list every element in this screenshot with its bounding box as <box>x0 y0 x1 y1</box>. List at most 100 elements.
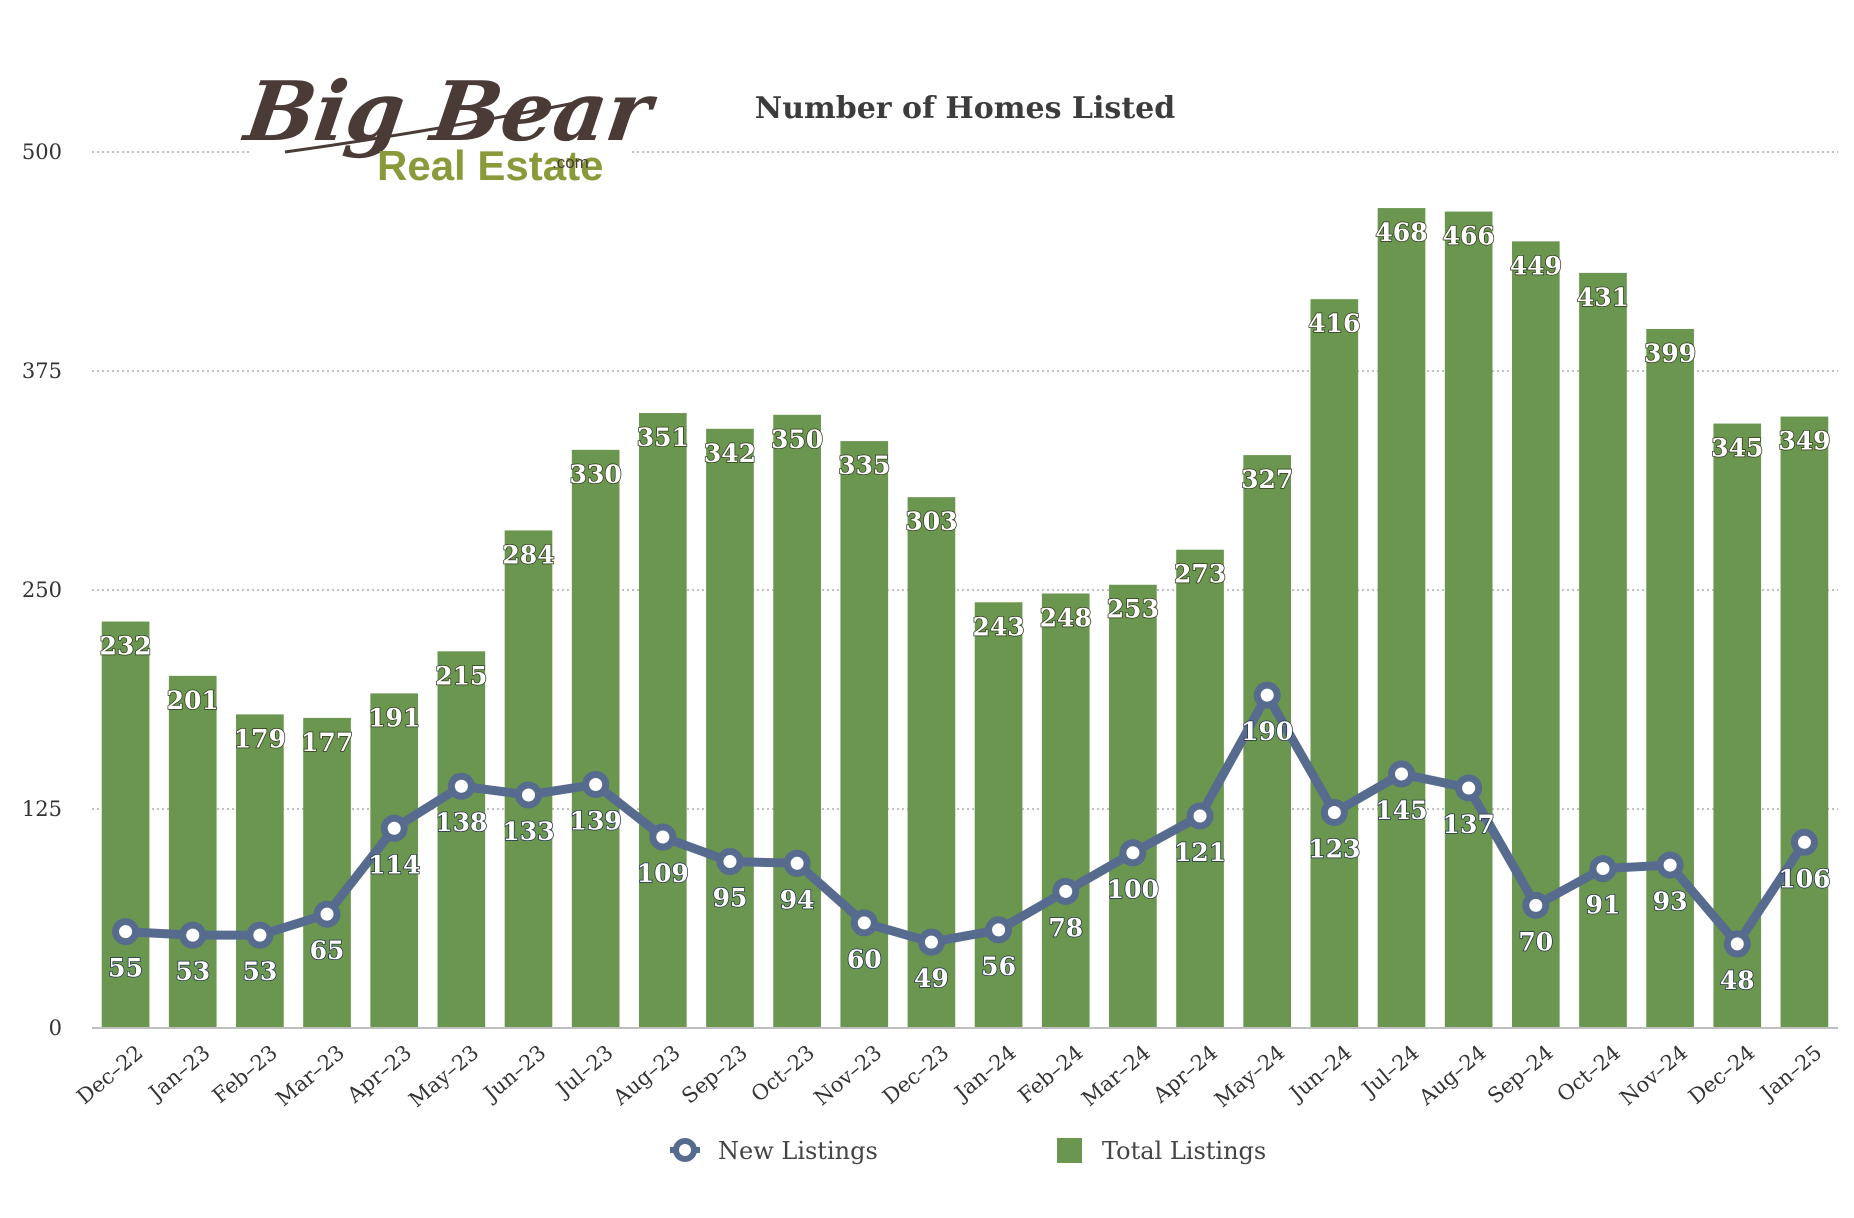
x-axis: Dec–22Jan–23Feb–23Mar–23Apr–23May–23Jun–… <box>72 1027 1838 1112</box>
bar-data-label: 303 <box>905 507 957 536</box>
bar-data-label: 335 <box>838 451 890 480</box>
line-point <box>515 781 542 809</box>
legend-item-new-listings: New Listings <box>670 1137 878 1165</box>
y-tick-label: 0 <box>49 1016 62 1040</box>
bar-data-label: 327 <box>1241 465 1293 494</box>
bar-data-label: 351 <box>637 423 689 452</box>
bar-data-label: 350 <box>771 425 823 454</box>
bar-data-label: 349 <box>1778 427 1830 456</box>
x-tick-label: May–24 <box>1210 1040 1289 1112</box>
x-tick-label: Jul–23 <box>550 1040 617 1102</box>
x-tick-label: Mar–24 <box>1077 1040 1155 1111</box>
bar-data-label: 284 <box>502 540 554 569</box>
x-tick-label: Jun–23 <box>478 1040 551 1106</box>
line-data-label: 49 <box>914 964 949 993</box>
line-data-label: 91 <box>1586 891 1621 920</box>
line-point <box>649 823 677 851</box>
line-data-label: 109 <box>637 859 689 888</box>
line-data-label: 114 <box>368 850 420 879</box>
line-data-label: 78 <box>1048 913 1083 942</box>
logo-backdrop <box>250 70 630 190</box>
x-tick-label: Jan–25 <box>1755 1040 1827 1106</box>
bar <box>1243 455 1292 1028</box>
line-data-label: 123 <box>1308 835 1360 864</box>
bar-data-label: 468 <box>1375 218 1427 247</box>
line-point <box>313 900 341 928</box>
x-tick-label: Apr–23 <box>342 1040 416 1108</box>
line-data-label: 137 <box>1443 810 1495 839</box>
legend-label-total-listings: Total Listings <box>1102 1137 1266 1165</box>
logo: Big Bear Real Estate .com <box>238 64 663 190</box>
bar-data-label: 449 <box>1510 251 1562 280</box>
line-point <box>1186 802 1214 830</box>
x-tick-label: Sep–23 <box>677 1040 752 1108</box>
logo-line2: Real Estate <box>377 142 603 189</box>
x-tick-label: Aug–23 <box>608 1040 685 1110</box>
x-tick-label: Dec–22 <box>72 1040 147 1109</box>
line-data-label: 138 <box>435 808 487 837</box>
x-tick-label: Nov–23 <box>809 1040 886 1110</box>
bar-data-label: 177 <box>301 728 353 757</box>
x-tick-label: Oct–23 <box>747 1040 820 1106</box>
bar-labels: 232 201 179 177 191 215 284 330 351 342 350 335 303 2… <box>99 217 1832 757</box>
bar-data-label: 243 <box>972 612 1024 641</box>
x-tick-label: Jul–24 <box>1356 1040 1423 1102</box>
bar <box>571 449 620 1029</box>
legend-bar-swatch <box>1057 1138 1082 1163</box>
x-tick-label: Jan–23 <box>143 1040 215 1106</box>
line-point <box>380 814 408 842</box>
bar <box>1310 299 1359 1029</box>
x-tick-label: Mar–23 <box>271 1040 349 1111</box>
y-tick-label: 375 <box>22 359 62 383</box>
line-data-label: 106 <box>1778 864 1830 893</box>
bar-data-label: 431 <box>1577 283 1629 312</box>
line-data-label: 133 <box>502 817 554 846</box>
line-point <box>850 909 878 937</box>
line-point <box>447 772 475 800</box>
line-point <box>1589 855 1617 883</box>
bar <box>1579 272 1627 1028</box>
x-tick-label: Feb–24 <box>1014 1040 1088 1108</box>
bar-data-label: 345 <box>1711 434 1763 463</box>
bar <box>974 602 1023 1028</box>
y-tick-label: 125 <box>22 797 62 821</box>
line-data-label: 145 <box>1375 796 1427 825</box>
bar <box>303 717 351 1028</box>
line-data-label: 53 <box>242 957 277 986</box>
x-tick-label: Nov–24 <box>1615 1040 1692 1110</box>
bar-data-label: 253 <box>1107 595 1159 624</box>
line-data-label: 139 <box>570 806 622 835</box>
x-tick-label: Apr–24 <box>1148 1040 1222 1108</box>
line-point <box>1790 828 1818 856</box>
bar-data-label: 232 <box>99 632 151 661</box>
bar <box>706 428 754 1028</box>
bar <box>370 693 419 1028</box>
line-point <box>1052 877 1080 905</box>
line-point <box>1119 839 1147 867</box>
y-tick-label: 500 <box>22 140 62 164</box>
bar-data-label: 191 <box>368 703 420 732</box>
new-listings-line <box>112 681 1818 958</box>
bar <box>1041 593 1090 1028</box>
bar <box>1377 208 1426 1029</box>
line-data-label: 53 <box>175 957 210 986</box>
line-labels: 55 53 53 65 114 138 133 139 109 95 94 60 49 56 78 100 12… <box>107 716 1831 995</box>
line-point <box>112 918 140 946</box>
y-axis: 0 125 250 375 500 <box>22 140 62 1040</box>
legend: New Listings Total Listings <box>670 1137 1266 1165</box>
bar <box>236 714 284 1028</box>
line-point <box>783 849 811 877</box>
bar <box>773 414 821 1028</box>
x-tick-label: May–23 <box>404 1040 483 1112</box>
bar-data-label: 273 <box>1174 560 1226 589</box>
bar <box>1646 328 1694 1028</box>
x-tick-label: Sep–24 <box>1483 1040 1558 1108</box>
chart-title: Number of Homes Listed <box>755 91 1175 126</box>
line-data-label: 55 <box>108 954 143 983</box>
line-point <box>716 848 744 876</box>
line-data-label: 56 <box>981 952 1016 981</box>
line-data-label: 121 <box>1174 838 1226 867</box>
bar-data-label: 330 <box>570 460 622 489</box>
line-data-label: 94 <box>780 885 815 914</box>
